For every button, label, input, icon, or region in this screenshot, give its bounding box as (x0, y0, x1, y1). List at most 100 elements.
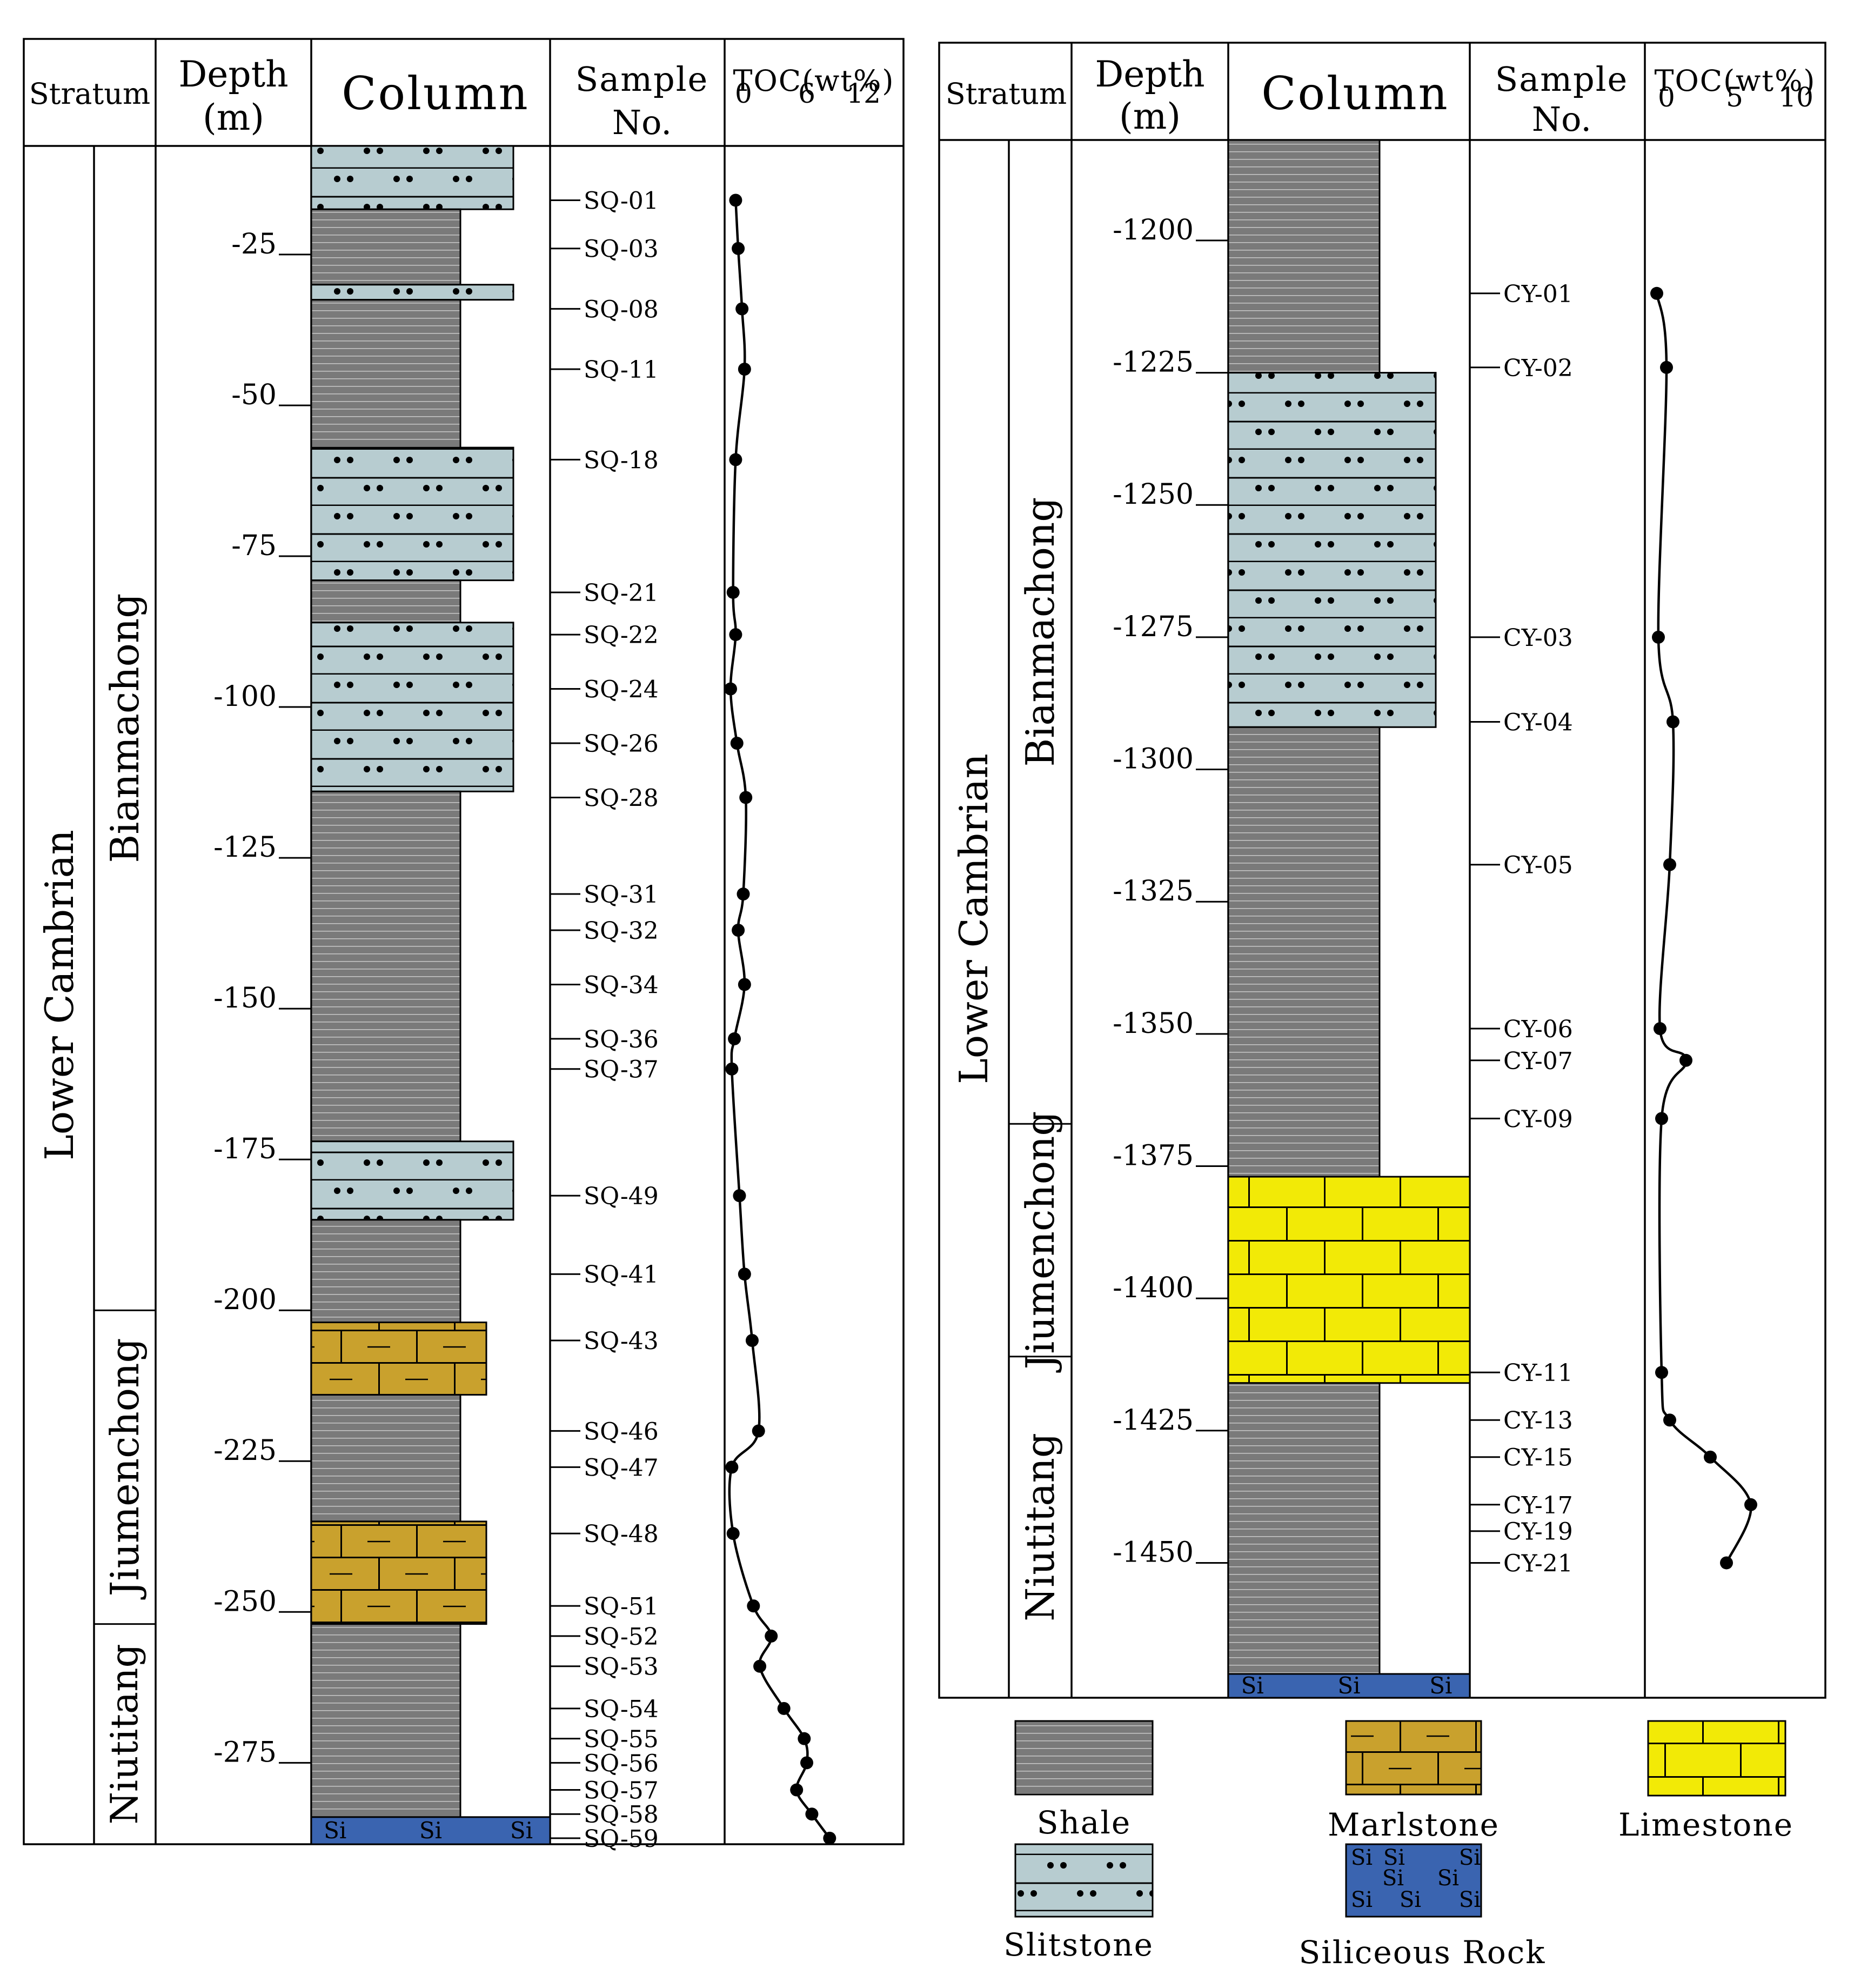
legend-siliceous-swatch (1345, 1843, 1482, 1918)
toc-point (798, 1732, 811, 1745)
sample-label: SQ-43 (584, 1327, 659, 1355)
layer-siltstone (1227, 372, 1437, 728)
section-panel-left: Stratum Depth (m) Column Sample No. TOC(… (23, 38, 905, 1853)
sample-label: SQ-21 (584, 579, 659, 607)
section-panel-right: Stratum Depth (m) Column Sample No. TOC(… (938, 42, 1826, 1699)
sample-label: SQ-51 (584, 1593, 659, 1620)
sample-label: CY-05 (1503, 852, 1573, 879)
layer-siliceous (1227, 1673, 1471, 1699)
legend-siliceous-label: Siliceous Rock (1299, 1934, 1546, 1971)
legend-marlstone: Marlstone (1328, 1720, 1500, 1843)
formation-name: Niutitang (103, 1644, 146, 1824)
sample-header-line2: No. (1532, 99, 1591, 139)
toc-line (1655, 293, 1752, 1564)
depth-tick-label: -175 (213, 1133, 277, 1165)
sample-label: SQ-03 (584, 236, 659, 263)
layer-shale (310, 790, 461, 1143)
layer-marlstone (310, 1322, 487, 1396)
sample-label: SQ-11 (584, 356, 659, 384)
depth-tick-label: -25 (231, 228, 277, 261)
toc-point (747, 1599, 760, 1613)
depth-header-line2: (m) (1119, 96, 1181, 137)
sample-label: SQ-34 (584, 971, 659, 999)
toc-point (725, 1062, 739, 1076)
formation-name: Jiumenchong (1018, 1111, 1063, 1373)
depth-tick-label: -1400 (1113, 1272, 1194, 1304)
depth-tick-label: -1275 (1113, 611, 1194, 643)
toc-point (777, 1702, 791, 1715)
sample-label: SQ-01 (584, 187, 659, 215)
sample-label: CY-09 (1503, 1105, 1573, 1133)
toc-point (753, 1659, 767, 1673)
si-mark: Si (1351, 1845, 1373, 1870)
lithology-legend: Shale Marlstone Limestone Slitstone Si Si… (1003, 1720, 1792, 1971)
toc-point (1704, 1450, 1717, 1464)
legend-marlstone-label: Marlstone (1328, 1806, 1500, 1843)
sample-label: CY-04 (1503, 709, 1573, 736)
toc-point (1663, 858, 1676, 871)
toc-point (745, 1334, 759, 1347)
depth-tick-label: -225 (213, 1435, 277, 1467)
lithology-column: Si Si Si (310, 145, 551, 1845)
si-mark: Si (419, 1817, 442, 1844)
formation-name: Niutitang (1018, 1433, 1063, 1622)
sample-label: CY-06 (1503, 1016, 1573, 1043)
si-mark: Si (1459, 1845, 1481, 1870)
toc-tick-label: 0 (735, 78, 752, 109)
sample-label: CY-17 (1503, 1492, 1573, 1519)
stratum-header: Stratum (29, 77, 150, 111)
toc-tick-label: 5 (1726, 82, 1743, 113)
column-dividers (939, 43, 1825, 1698)
depth-tick-label: -150 (213, 982, 277, 1015)
legend-siltstone-swatch (1014, 1843, 1154, 1918)
sample-label: SQ-22 (584, 622, 659, 649)
sample-label: SQ-28 (584, 784, 659, 812)
toc-point (800, 1756, 813, 1770)
toc-point (729, 453, 742, 466)
layer-shale (310, 299, 461, 449)
toc-header: TOC(wt%) (1655, 64, 1816, 98)
toc-point (738, 978, 751, 991)
layer-siltstone (310, 446, 514, 582)
toc-axis-ticks: 0 5 10 (1658, 82, 1813, 113)
formation-name: Jiumenchong (102, 1338, 148, 1600)
depth-tick-label: -275 (213, 1736, 277, 1769)
sample-label: CY-13 (1503, 1407, 1573, 1435)
toc-point (805, 1807, 819, 1821)
legend-marlstone-swatch (1345, 1720, 1482, 1796)
sample-header-line1: Sample (575, 59, 708, 99)
depth-tick-label: -1250 (1113, 478, 1194, 511)
system-name: Lower Cambrian (951, 753, 996, 1084)
toc-point (1654, 1022, 1666, 1036)
toc-point (732, 242, 745, 255)
toc-point (730, 737, 744, 750)
sample-label: SQ-57 (584, 1777, 659, 1805)
layer-siltstone (310, 284, 514, 301)
layer-shale (1227, 726, 1381, 1178)
sample-label: CY-03 (1503, 624, 1573, 652)
depth-tick-label: -125 (213, 831, 277, 864)
depth-tick-label: -1425 (1113, 1404, 1194, 1437)
toc-point (729, 194, 742, 207)
toc-point (735, 302, 749, 316)
layer-shale (1227, 139, 1381, 374)
sample-label: SQ-24 (584, 676, 659, 704)
layer-limestone (1227, 1176, 1471, 1384)
legend-limestone-swatch (1647, 1720, 1786, 1797)
toc-point (1744, 1498, 1757, 1511)
toc-tick-label: 6 (798, 78, 815, 109)
depth-tick-label: -1325 (1113, 875, 1194, 908)
column-header: Column (342, 67, 530, 120)
header-row: Stratum Depth (m) Column Sample No. TOC(… (946, 54, 1816, 139)
sample-label: SQ-36 (584, 1026, 659, 1053)
depth-tick-label: -1225 (1113, 346, 1194, 379)
sample-label: SQ-18 (584, 446, 659, 474)
legend-siltstone: Slitstone (1003, 1843, 1154, 1963)
toc-axis-ticks: 0 6 12 (735, 78, 881, 109)
sample-label: CY-01 (1503, 281, 1573, 308)
depth-header-line1: Depth (178, 54, 288, 95)
toc-point (1666, 715, 1679, 729)
sample-label: SQ-41 (584, 1261, 659, 1289)
si-mark: Si (324, 1817, 346, 1844)
stratum-header: Stratum (946, 77, 1067, 111)
